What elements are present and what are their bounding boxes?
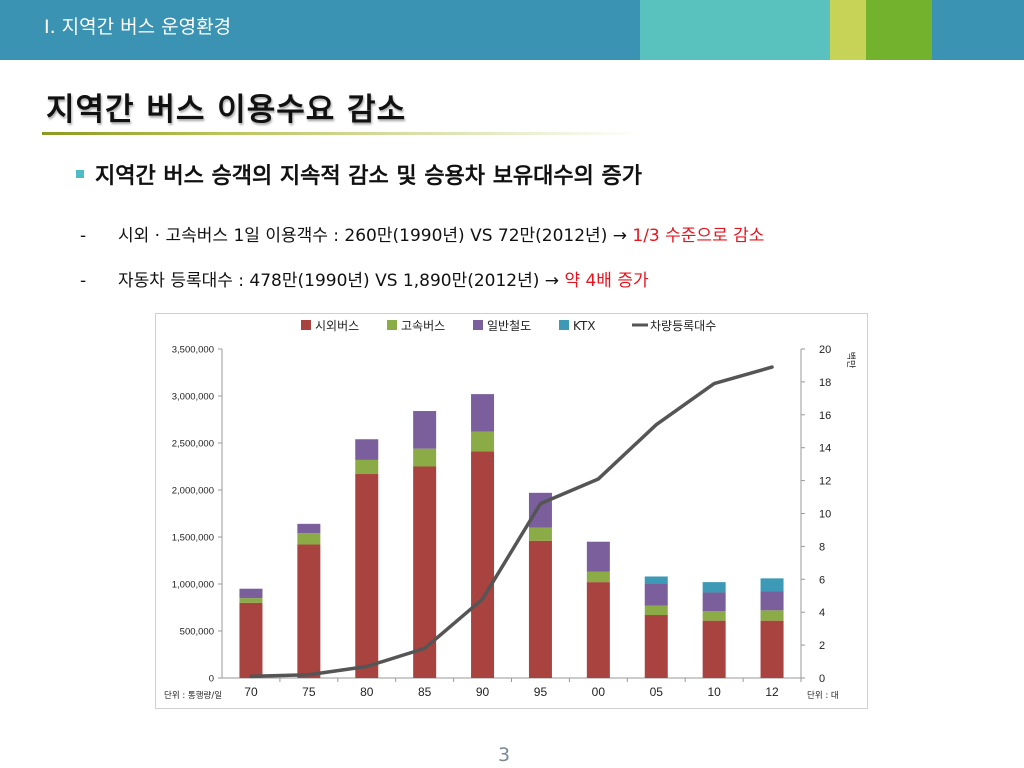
detail-line-2: - 자동차 등록대수 : 478만(1990년) VS 1,890만(2012년)…	[80, 266, 649, 291]
bullet-text: 지역간 버스 승객의 지속적 감소 및 승용차 보유대수의 증가	[95, 164, 643, 189]
bar-segment	[760, 620, 784, 678]
legend-swatch	[559, 320, 569, 330]
right-tick-label: 4	[819, 607, 825, 619]
page-number: 3	[498, 744, 511, 766]
left-tick-label: 1,500,000	[172, 533, 214, 544]
dash-marker: -	[80, 226, 87, 246]
bar-segment	[355, 439, 379, 460]
detail-line-1: - 시외 · 고속버스 1일 이용객수 : 260만(1990년) VS 72만(…	[80, 221, 764, 246]
bar-segment	[586, 582, 610, 678]
left-tick-label: 2,500,000	[172, 439, 214, 450]
legend-swatch	[387, 320, 397, 330]
right-tick-label: 12	[819, 476, 831, 488]
x-tick-label: 12	[765, 685, 779, 699]
bar-segment	[239, 598, 263, 603]
right-tick-label: 8	[819, 541, 825, 553]
bar-segment	[644, 605, 668, 616]
right-tick-label: 20	[819, 344, 831, 356]
right-tick-label: 0	[819, 673, 825, 685]
bar-segment	[355, 474, 379, 678]
legend-label: KTX	[573, 319, 596, 333]
x-tick-label: 75	[302, 685, 316, 699]
header-green-block	[866, 0, 932, 60]
legend-label: 일반철도	[487, 319, 531, 333]
legend-swatch	[301, 320, 311, 330]
right-tick-label: 2	[819, 640, 825, 652]
bar-segment	[413, 411, 437, 449]
dash-marker: -	[80, 271, 87, 291]
bar-segment	[471, 431, 495, 452]
bar-segment	[586, 541, 610, 572]
bar-segment	[297, 544, 321, 678]
bar-segment	[528, 540, 552, 678]
title-underline	[42, 132, 642, 135]
bar-segment	[297, 523, 321, 534]
right-axis-title: 백만	[845, 352, 856, 369]
bar-segment	[528, 527, 552, 541]
left-unit-label: 단위 : 통행량/일	[164, 690, 222, 701]
bullet-square-icon	[76, 170, 84, 178]
section-title: Ⅰ. 지역간 버스 운영환경	[44, 16, 232, 38]
left-tick-label: 0	[209, 674, 214, 685]
detail-text: 시외 · 고속버스 1일 이용객수 : 260만(1990년) VS 72만(2…	[118, 226, 633, 246]
legend-swatch	[473, 320, 483, 330]
bar-segment	[644, 584, 668, 606]
chart-svg: 0 500,000 1,000,000 1,500,000 2,000,000 2,500…	[164, 319, 856, 701]
header-lime-block	[830, 0, 866, 60]
right-tick-label: 6	[819, 574, 825, 586]
line-series-path	[249, 365, 774, 679]
legend-label: 차량등록대수	[650, 319, 716, 333]
right-tick-label: 16	[819, 410, 831, 422]
x-tick-label: 85	[418, 685, 432, 699]
bar-segment	[702, 592, 726, 612]
x-tick-label: 95	[534, 685, 548, 699]
bar-segment	[760, 578, 784, 592]
bar-segment	[471, 394, 495, 432]
detail-text: 자동차 등록대수 : 478만(1990년) VS 1,890만(2012년) …	[118, 271, 565, 291]
header-teal-block	[640, 0, 830, 60]
bar-segment	[355, 459, 379, 475]
legend-label: 시외버스	[315, 319, 359, 333]
x-tick-label: 10	[707, 685, 721, 699]
right-tick-label: 18	[819, 377, 831, 389]
bar-segment	[528, 492, 552, 528]
left-tick-label: 3,500,000	[172, 345, 214, 356]
bar-segment	[702, 620, 726, 678]
x-tick-label: 70	[244, 685, 258, 699]
x-tick-label: 80	[360, 685, 374, 699]
left-tick-label: 1,000,000	[172, 580, 214, 591]
bar-segment	[644, 576, 668, 584]
bar-segment	[471, 451, 495, 678]
left-tick-label: 3,000,000	[172, 392, 214, 403]
bar-segment	[413, 466, 437, 678]
left-tick-label: 500,000	[180, 627, 214, 638]
bar-segment	[760, 591, 784, 611]
bar-segment	[760, 610, 784, 621]
right-unit-label: 단위 : 대	[807, 690, 839, 701]
bar-segment	[297, 533, 321, 545]
bar-segment	[702, 582, 726, 593]
x-tick-label: 05	[650, 685, 664, 699]
bar-segment	[239, 602, 263, 678]
bar-segment	[413, 448, 437, 467]
legend-label: 고속버스	[401, 319, 445, 333]
slide-title: 지역간 버스 이용수요 감소	[46, 92, 407, 128]
detail-highlight: 약 4배 증가	[564, 271, 649, 291]
detail-highlight: 1/3 수준으로 감소	[632, 226, 765, 246]
chart-container: 0 500,000 1,000,000 1,500,000 2,000,000 2,500…	[155, 313, 868, 709]
left-tick-label: 2,000,000	[172, 486, 214, 497]
right-tick-label: 14	[819, 443, 831, 455]
x-tick-label: 00	[592, 685, 606, 699]
bar-segment	[702, 611, 726, 621]
right-tick-label: 10	[819, 509, 831, 521]
bar-segment	[644, 615, 668, 678]
x-tick-label: 90	[476, 685, 490, 699]
header-bar: Ⅰ. 지역간 버스 운영환경	[0, 0, 1024, 60]
bar-segment	[239, 588, 263, 599]
bar-segment	[586, 571, 610, 583]
